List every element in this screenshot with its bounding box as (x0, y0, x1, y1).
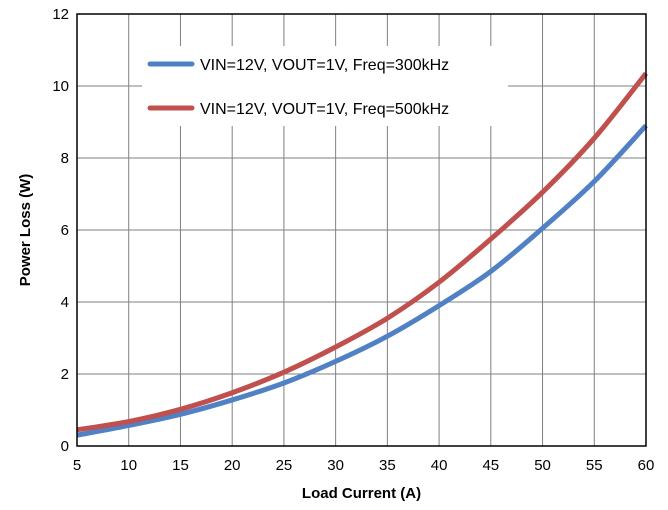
x-tick-label: 45 (482, 457, 499, 474)
x-tick-label: 50 (534, 457, 551, 474)
x-tick-label: 10 (120, 457, 137, 474)
x-axis-title: Load Current (A) (302, 485, 421, 502)
x-tick-label: 55 (586, 457, 603, 474)
y-tick-label: 8 (61, 150, 69, 167)
y-axis-title: Power Loss (W) (17, 174, 34, 287)
x-tick-label: 60 (638, 457, 655, 474)
x-tick-label: 15 (172, 457, 189, 474)
y-tick-label: 10 (52, 78, 69, 95)
legend-label-500khz: VIN=12V, VOUT=1V, Freq=500kHz (200, 101, 449, 118)
x-tick-label: 25 (276, 457, 293, 474)
plot-area-border (76, 13, 647, 447)
y-tick-label: 4 (61, 294, 69, 311)
y-tick-labels: 0 2 4 6 8 10 12 (52, 6, 69, 455)
x-tick-label: 40 (431, 457, 448, 474)
y-tick-label: 6 (61, 222, 69, 239)
legend-background (142, 46, 508, 126)
series-line-0 (76, 123, 648, 438)
y-tick-label: 0 (61, 438, 69, 455)
series-line-1 (76, 71, 648, 433)
x-tick-labels: 5 10 15 20 25 30 35 40 45 50 55 60 (73, 457, 655, 474)
x-tick-label: 35 (379, 457, 396, 474)
x-tick-label: 5 (73, 457, 81, 474)
x-tick-label: 20 (224, 457, 241, 474)
legend: VIN=12V, VOUT=1V, Freq=300kHz VIN=12V, V… (142, 46, 508, 126)
y-tick-label: 12 (52, 6, 69, 23)
y-tick-label: 2 (61, 366, 69, 383)
legend-label-300khz: VIN=12V, VOUT=1V, Freq=300kHz (200, 57, 449, 74)
series-lines (76, 71, 648, 438)
x-tick-label: 30 (327, 457, 344, 474)
